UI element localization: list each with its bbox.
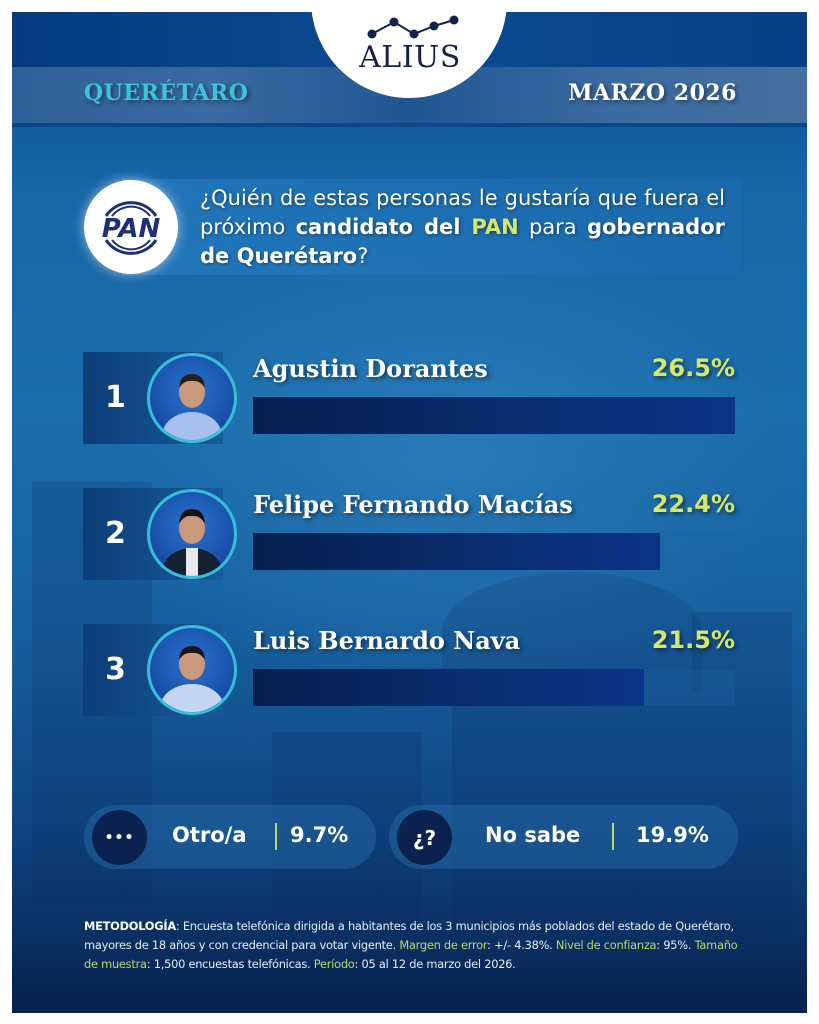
candidate-percent: 22.4% [651,490,735,518]
no-sabe-result-pill: ¿? No sabe 19.9% [389,805,738,869]
header-divider [12,123,807,127]
brand-logo: ALIUS [359,40,461,75]
methodology-text: : Encuesta telefónica dirigida a habitan… [84,919,734,952]
divider [275,823,277,850]
date-label: MARZO 2026 [568,80,737,106]
period-value: : 05 al 12 de marzo del 2026. [354,957,516,971]
svg-text:PAN: PAN [102,214,161,244]
question-highlight: PAN [471,215,519,239]
person-icon [162,509,222,576]
confidence-value: : 95%. [656,938,695,952]
methodology-title: METODOLOGÍA [84,919,176,933]
line-chart-dots-icon [367,15,459,39]
margin-value: : +/- 4.38%. [487,938,556,952]
rank-number: 2 [105,516,126,551]
question-icon: ¿? [397,810,452,865]
other-label: Otro/a [172,823,247,847]
rank-number: 3 [105,652,126,687]
sample-value: : 1,500 encuestas telefónicas. [146,957,314,971]
background-building [452,692,692,932]
candidate-photo [147,625,237,715]
margin-label: Margen de error [399,938,488,952]
no-sabe-label: No sabe [485,823,581,847]
candidate-row: 1 Agustin Dorantes 26.5% [83,352,735,444]
bar-track [253,533,735,570]
region-label: QUERÉTARO [84,80,249,106]
pan-logo-icon: PAN [102,201,161,255]
candidate-name: Luis Bernardo Nava [253,626,521,655]
person-icon [160,646,224,712]
question-bold: gobernador de Querétaro [200,215,725,268]
ellipsis-icon: ••• [92,810,147,865]
rank-number: 1 [105,380,126,415]
period-label: Período [313,957,355,971]
candidate-photo [147,489,237,579]
question-text: ? [357,244,369,268]
person-icon [162,374,222,440]
candidate-row: 3 Luis Bernardo Nava 21.5% [83,624,735,716]
methodology-note: METODOLOGÍA: Encuesta telefónica dirigid… [84,917,744,974]
candidate-photo [147,353,237,443]
other-percent: 9.7% [290,823,349,847]
divider [612,823,614,850]
no-sabe-percent: 19.9% [636,823,709,847]
question-text: ¿Quién de estas personas le gustaría que… [200,186,725,239]
result-bar [253,669,644,706]
pan-party-logo: PAN [84,180,178,274]
poll-question: ¿Quién de estas personas le gustaría que… [200,184,725,271]
candidate-name: Felipe Fernando Macías [253,490,573,519]
candidate-name: Agustin Dorantes [253,354,488,383]
question-bold: candidato del [295,215,472,239]
result-bar [253,397,735,434]
bar-track [253,397,735,434]
question-text: para [518,215,587,239]
poll-card: QUERÉTARO MARZO 2026 ALIUS PAN ¿Quién de… [12,12,807,1013]
result-bar [253,533,660,570]
other-result-pill: ••• Otro/a 9.7% [84,805,376,869]
bar-track [253,669,735,706]
confidence-label: Nivel de confianza [555,938,657,952]
question-band [122,179,742,275]
candidate-percent: 21.5% [651,626,735,654]
sample-label: Tamaño de muestra [84,938,738,971]
background-building [692,612,792,932]
candidate-row: 2 Felipe Fernando Macías 22.4% [83,488,735,580]
candidate-percent: 26.5% [651,354,735,382]
